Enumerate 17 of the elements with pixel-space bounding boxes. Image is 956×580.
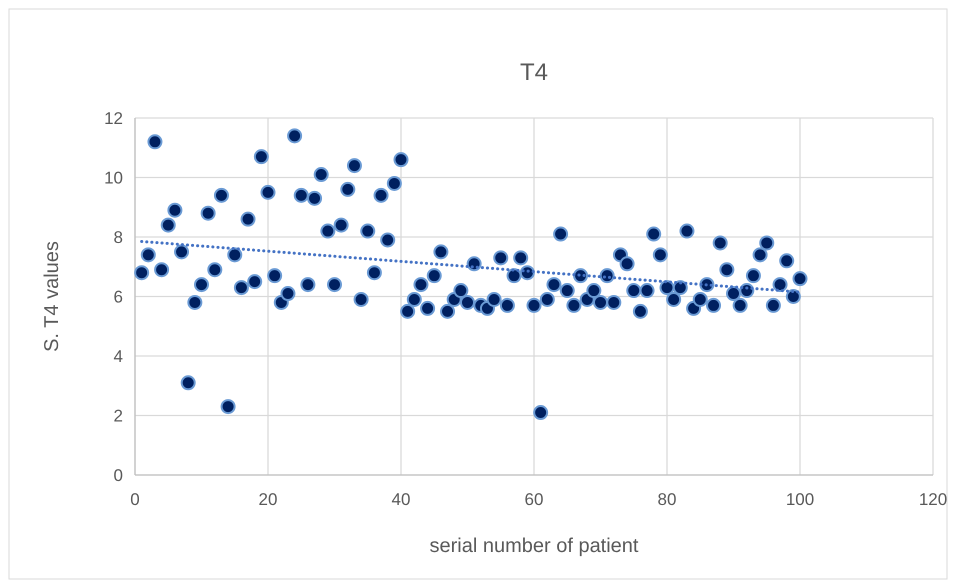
x-tick-label: 120 bbox=[918, 490, 948, 509]
x-tick-label: 100 bbox=[786, 490, 814, 509]
x-tick-label: 60 bbox=[524, 490, 544, 509]
y-tick-label: 4 bbox=[114, 346, 123, 366]
x-tick-label: 0 bbox=[130, 490, 140, 509]
y-tick-label: 6 bbox=[114, 287, 123, 306]
y-tick-label: 10 bbox=[104, 168, 123, 188]
x-tick-label: 80 bbox=[658, 490, 676, 509]
y-tick-label: 0 bbox=[114, 466, 123, 485]
x-tick-label: 40 bbox=[392, 490, 410, 509]
y-tick-label: 2 bbox=[114, 406, 123, 426]
x-tick-label: 20 bbox=[258, 490, 278, 509]
y-tick-label: 8 bbox=[114, 228, 123, 247]
y-tick-label: 12 bbox=[104, 108, 123, 128]
y-axis-title: S. T4 values bbox=[41, 241, 63, 352]
x-axis-title: serial number of patient bbox=[429, 535, 639, 557]
chart-title: T4 bbox=[520, 59, 548, 86]
